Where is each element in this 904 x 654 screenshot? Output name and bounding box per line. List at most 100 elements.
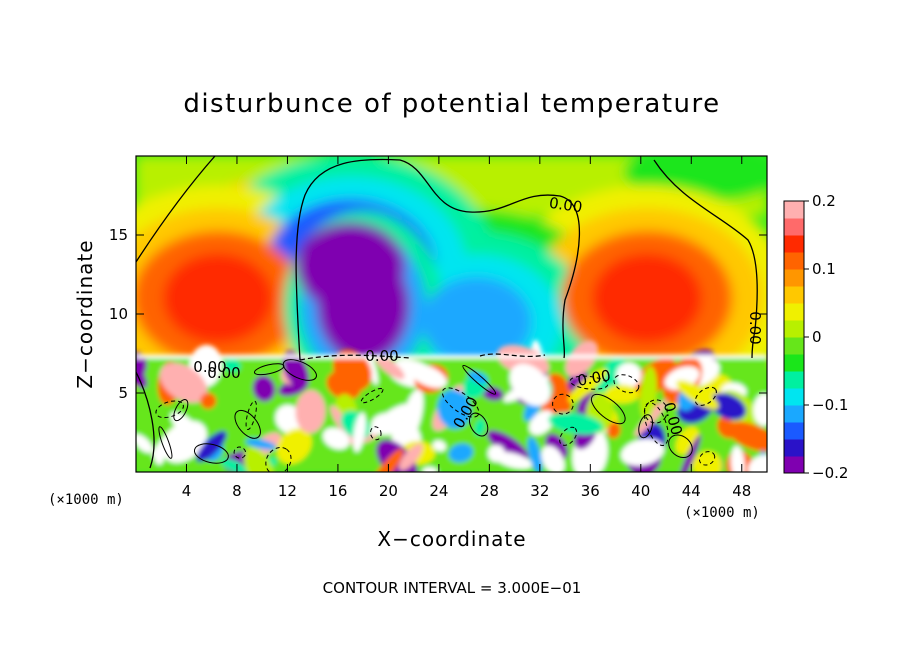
contour-loop [638, 414, 653, 439]
turbulence-patch [548, 412, 604, 435]
turbulence-patch [370, 403, 412, 435]
contour-label: 0.00 [193, 358, 226, 376]
turbulence-patch [322, 427, 350, 450]
contour-label: 0.00 [746, 311, 764, 344]
contour-loop [193, 443, 229, 464]
feature-blob [333, 268, 394, 345]
contour-label: 0.00 [548, 194, 584, 216]
colorbar-segment [784, 235, 804, 253]
interface-band [136, 354, 767, 359]
turbulence-patch [565, 340, 598, 377]
turbulence-patch [136, 433, 153, 453]
zero-contour [653, 159, 758, 359]
turbulence-patch [615, 362, 642, 388]
turbulence-patch [529, 410, 555, 436]
colorbar-segment [784, 286, 804, 304]
colorbar-segment [784, 320, 804, 338]
contour-loop [441, 387, 480, 418]
turbulence-patch [432, 440, 447, 452]
colorbar-tick-label: −0.2 [812, 464, 848, 482]
colorbar-segment [784, 269, 804, 287]
x-tick-label: 32 [530, 482, 549, 500]
turbulence-patch [474, 418, 485, 436]
plot-area: 0.000.000.00 0.000.00 0.000.000.00 [136, 156, 767, 472]
turbulence-patch [639, 366, 657, 421]
contour-loop [265, 446, 292, 472]
y-tick-label: 15 [109, 226, 128, 244]
contour-loop [253, 363, 285, 376]
turbulence-patch [676, 380, 719, 410]
turbulence-patch [252, 375, 276, 402]
turbulence-patch [375, 355, 405, 380]
colorbar-ticks: 0.2 0.1 0 −0.1 −0.2 [804, 192, 848, 482]
colorbar-segment [784, 303, 804, 321]
turbulence-patch [151, 420, 187, 458]
contour-loop [552, 393, 574, 415]
turbulence-patch [200, 392, 217, 409]
colorbar-segment [784, 201, 804, 219]
turbulence-patch [295, 390, 326, 434]
contour-loop [643, 402, 669, 447]
turbulence-patch [748, 454, 767, 472]
contour-loop [462, 364, 497, 395]
contour-loop [590, 393, 626, 425]
turbulence-patch [541, 445, 565, 472]
turbulence-patch [220, 458, 247, 472]
x-unit-left: (×1000 m) [48, 492, 124, 508]
turbulence-patch [503, 375, 549, 402]
y-tick-label: 5 [118, 384, 128, 402]
colorbar-segment [784, 456, 804, 474]
contour-loop [569, 375, 609, 390]
colorbar-segment [784, 371, 804, 389]
turbulence-patch [401, 389, 424, 443]
y-axis-label: Z−coordinate [73, 239, 97, 388]
turbulence-patch [282, 350, 309, 390]
turbulence-patch [159, 362, 208, 403]
x-axis: 4 8 12 16 20 24 28 32 36 40 44 48 [182, 156, 751, 500]
turbulence-patch [370, 448, 404, 472]
contour-interval-label: CONTOUR INTERVAL = 3.000E−01 [323, 579, 582, 597]
x-tick-label: 12 [278, 482, 297, 500]
turbulence-patch [568, 368, 608, 403]
turbulence-patch [223, 358, 241, 373]
turbulence-patch [486, 430, 529, 461]
colorbar-segment [784, 354, 804, 372]
colorbar-tick-label: 0.2 [812, 192, 836, 210]
colorbar-segment [784, 388, 804, 406]
feature-blob [163, 253, 274, 344]
turbulence-patch [753, 393, 767, 427]
colorbar-tick-label: −0.1 [812, 396, 848, 414]
turbulence-patch [620, 438, 665, 466]
contour-loop [173, 398, 189, 422]
feature-blob [592, 253, 703, 344]
turbulence-patch [332, 349, 372, 391]
x-tick-label: 24 [429, 482, 448, 500]
colorbar-segment [784, 337, 804, 355]
contour-loop [233, 446, 247, 459]
turbulence-patch [276, 428, 312, 465]
contour-lines: 0.000.000.00 0.000.00 0.000.000.00 [136, 156, 764, 472]
y-axis: 5 10 15 [109, 226, 767, 402]
colorbar-segment [784, 405, 804, 423]
zero-contour [136, 371, 155, 469]
contour-loop [694, 386, 717, 406]
colorbar-segment [784, 218, 804, 236]
x-tick-label: 4 [182, 482, 192, 500]
x-axis-label: X−coordinate [377, 527, 526, 551]
turbulence-patch [467, 371, 488, 384]
y-tick-label: 10 [109, 305, 128, 323]
turbulence-patch [408, 364, 447, 388]
turbulence-patch [448, 443, 473, 463]
colorbar [783, 200, 805, 474]
contour-loop [613, 374, 640, 394]
contour-loop [559, 426, 578, 446]
turbulence-patch [245, 438, 277, 450]
x-tick-label: 20 [379, 482, 398, 500]
turbulence-patch [437, 389, 471, 429]
contour-loop [698, 451, 716, 466]
zero-contour [136, 156, 216, 263]
turbulence-patch [678, 434, 701, 472]
contour-loop [360, 387, 384, 404]
turbulence-patch [352, 412, 366, 453]
